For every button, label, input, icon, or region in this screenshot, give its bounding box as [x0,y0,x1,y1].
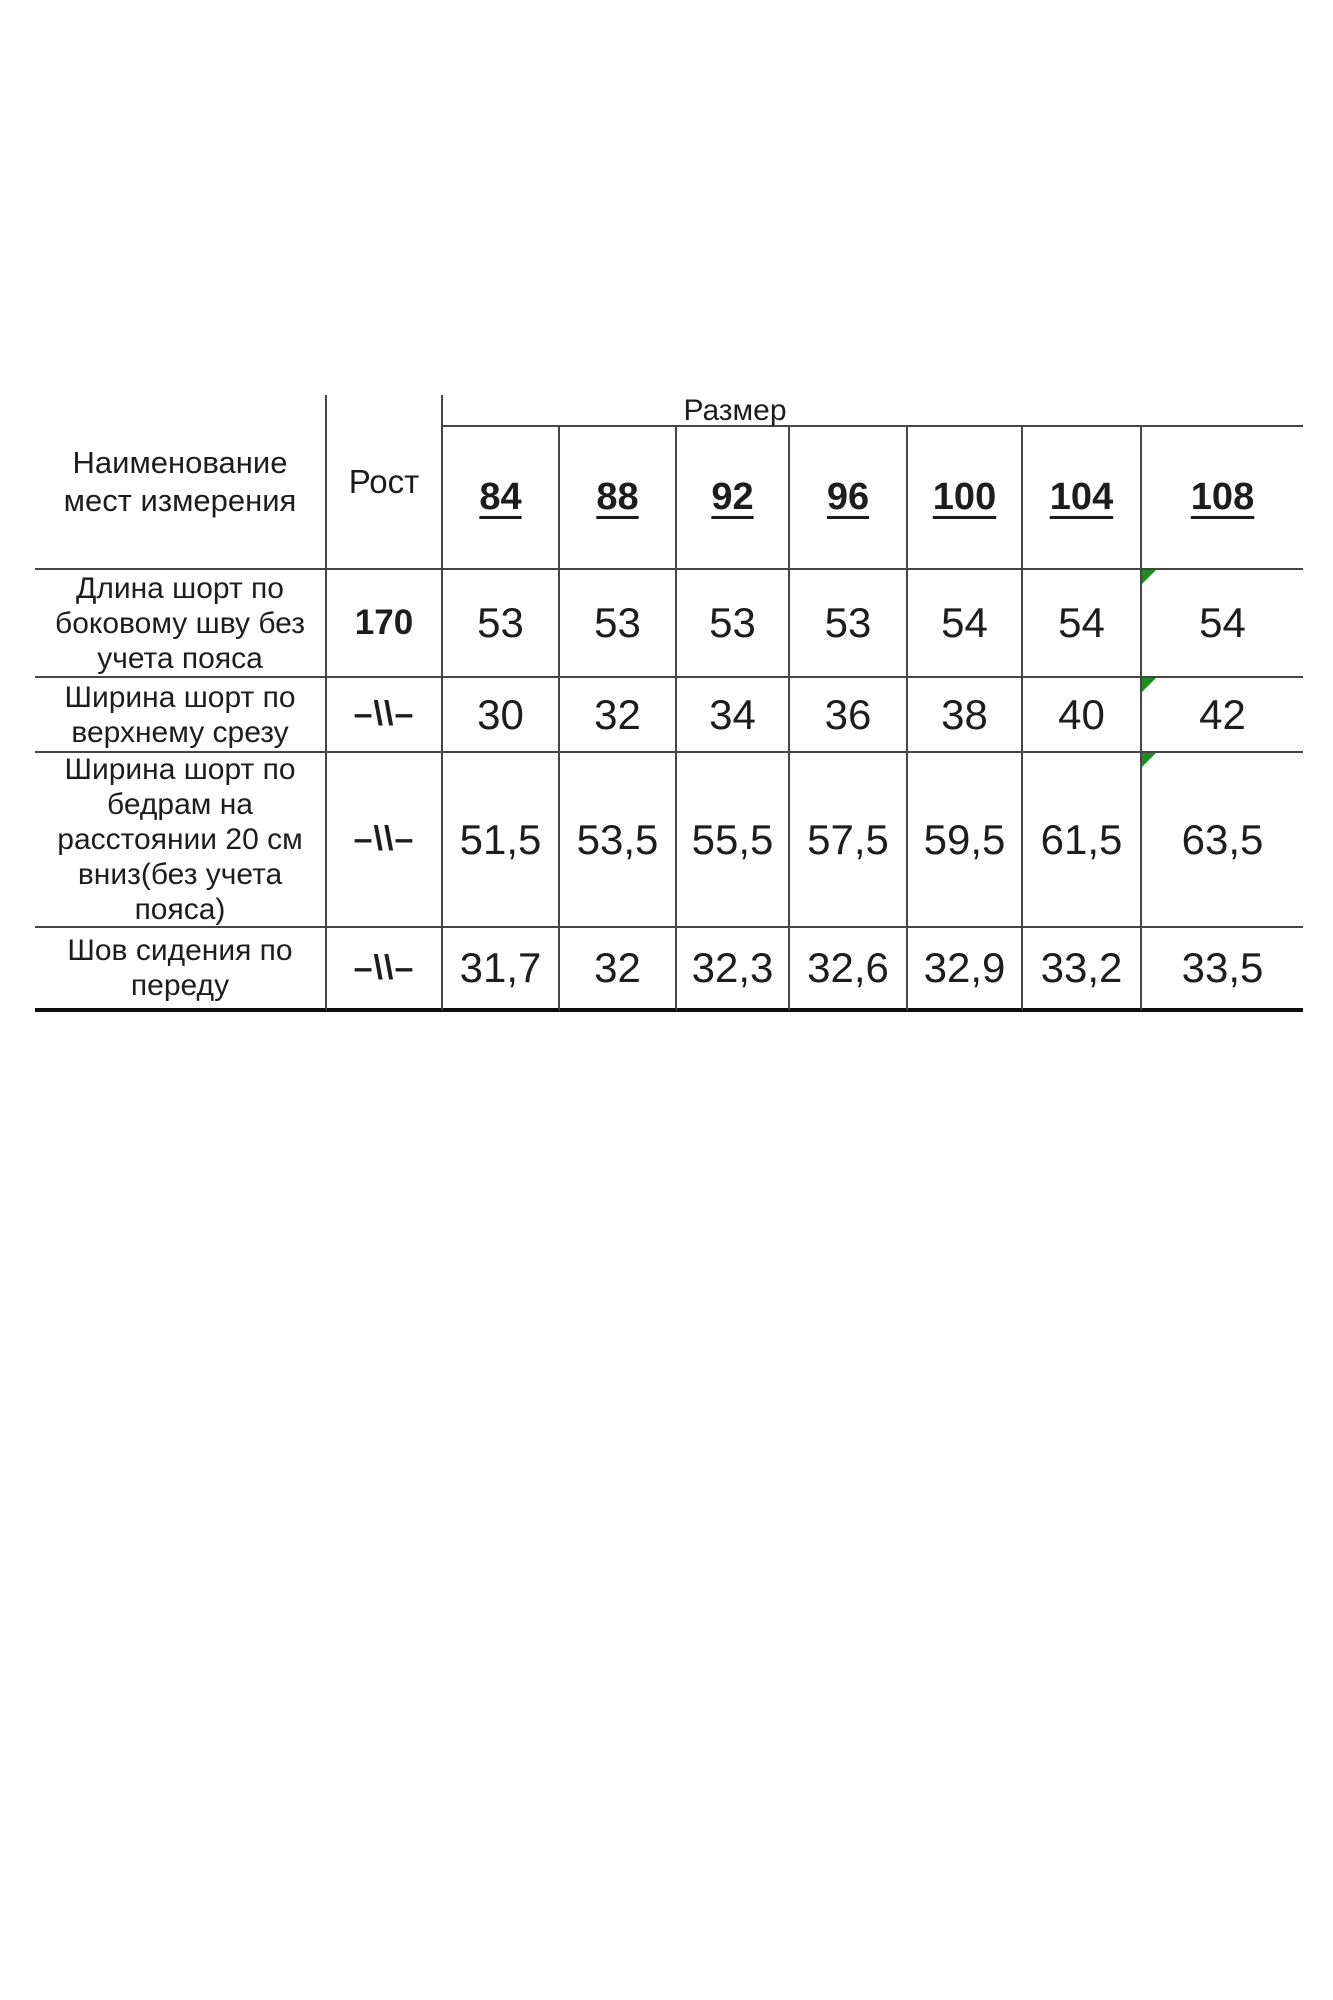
table-cell: 31,7 [443,928,560,1012]
size-header-104: 104 [1023,427,1142,568]
rost-value: 170 [327,570,443,678]
row-label: Длина шорт по боковому шву без учета поя… [35,570,327,678]
table-cell: 53 [443,570,560,678]
table-cell: 40 [1023,678,1142,753]
table-cell: 30 [443,678,560,753]
table-cell: 54 [1142,570,1303,678]
rost-value: –\\– [327,753,443,928]
table-cell: 55,5 [677,753,790,928]
table-cell: 59,5 [908,753,1023,928]
cell-value: 42 [1199,690,1246,738]
cell-value: 33,5 [1181,944,1264,991]
size-header-100: 100 [908,427,1023,568]
row-label: Ширина шорт по бедрам на расстоянии 20 с… [35,753,327,928]
table-cell: 32,6 [790,928,908,1012]
header-measurement-names: Наименование мест измерения [35,395,327,570]
row-label: Ширина шорт по верхнему срезу [35,678,327,753]
table-cell: 54 [908,570,1023,678]
table-cell: 42 [1142,678,1303,753]
size-chart-table: Наименование мест измерения Рост Размер … [35,395,1303,1012]
cell-flag-icon [1142,570,1156,584]
table-cell: 63,5 [1142,753,1303,928]
header-razmer-label: Размер [443,395,1303,427]
header-sizes-group: Размер 84 88 92 96 100 104 108 [443,395,1303,570]
size-header-88: 88 [560,427,677,568]
table-cell: 61,5 [1023,753,1142,928]
cell-flag-icon [1142,753,1156,767]
size-header-96: 96 [790,427,908,568]
table-cell: 53 [790,570,908,678]
table-cell: 33,5 [1142,928,1303,1012]
table-cell: 36 [790,678,908,753]
table-cell: 32 [560,928,677,1012]
cell-value: 63,5 [1181,815,1264,863]
size-header-92: 92 [677,427,790,568]
table-cell: 54 [1023,570,1142,678]
table-cell: 34 [677,678,790,753]
size-header-84: 84 [443,427,560,568]
table-cell: 32,9 [908,928,1023,1012]
table-cell: 57,5 [790,753,908,928]
table-cell: 32,3 [677,928,790,1012]
size-header-108: 108 [1190,476,1255,518]
table-cell: 32 [560,678,677,753]
table-cell: 51,5 [443,753,560,928]
size-header-row: 84 88 92 96 100 104 108 [443,427,1303,568]
table-cell: 33,2 [1023,928,1142,1012]
table-cell: 53,5 [560,753,677,928]
header-rost: Рост [327,395,443,570]
table-cell: 53 [560,570,677,678]
table-cell: 38 [908,678,1023,753]
row-label: Шов сидения по переду [35,928,327,1012]
cell-flag-icon [1142,678,1156,692]
cell-value: 54 [1199,599,1246,646]
rost-value: –\\– [327,928,443,1012]
rost-value: –\\– [327,678,443,753]
table-cell: 53 [677,570,790,678]
